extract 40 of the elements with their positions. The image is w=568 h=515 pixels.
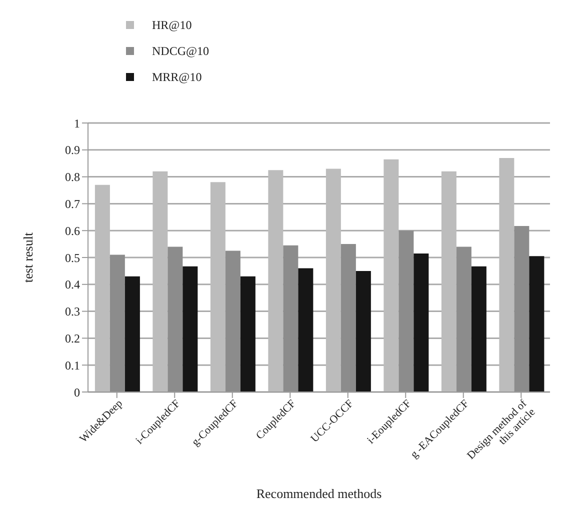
bar — [340, 244, 356, 392]
bar — [94, 184, 110, 392]
bar — [168, 246, 183, 392]
y-tick-label: 0.6 — [65, 224, 80, 238]
bar — [283, 245, 298, 392]
bar — [152, 171, 168, 392]
y-tick-label: 0.2 — [65, 331, 80, 346]
bar — [441, 171, 456, 392]
y-axis-title: test result — [20, 232, 36, 283]
y-tick-label: 0.5 — [65, 250, 80, 265]
bar — [514, 226, 530, 392]
bar — [529, 256, 544, 392]
bar — [124, 276, 140, 392]
bar — [398, 230, 414, 392]
bar — [268, 170, 284, 392]
bar — [384, 159, 399, 392]
bar — [225, 250, 240, 392]
y-tick-label: 1 — [74, 116, 80, 130]
bar — [414, 253, 429, 392]
legend-label: HR@10 — [152, 18, 192, 32]
bar — [110, 254, 125, 392]
bar — [240, 276, 256, 392]
y-tick-label: 0.1 — [65, 358, 80, 372]
y-tick-label: 0.7 — [65, 196, 80, 211]
bar — [182, 266, 198, 392]
legend-label: NDCG@10 — [152, 44, 210, 58]
x-axis-title: Recommended methods — [256, 486, 382, 501]
bar — [326, 168, 341, 392]
y-tick-label: 0.8 — [65, 170, 80, 184]
y-tick-label: 0.4 — [65, 278, 80, 292]
legend-label: MRR@10 — [152, 70, 202, 84]
bar — [499, 158, 514, 392]
bar — [456, 246, 472, 392]
bar — [356, 270, 371, 392]
bar — [471, 266, 486, 392]
bar — [298, 268, 314, 392]
y-tick-label: 0.9 — [65, 143, 80, 158]
y-tick-label: 0 — [74, 385, 80, 400]
bar — [210, 182, 226, 392]
y-tick-label: 0.3 — [65, 304, 80, 319]
